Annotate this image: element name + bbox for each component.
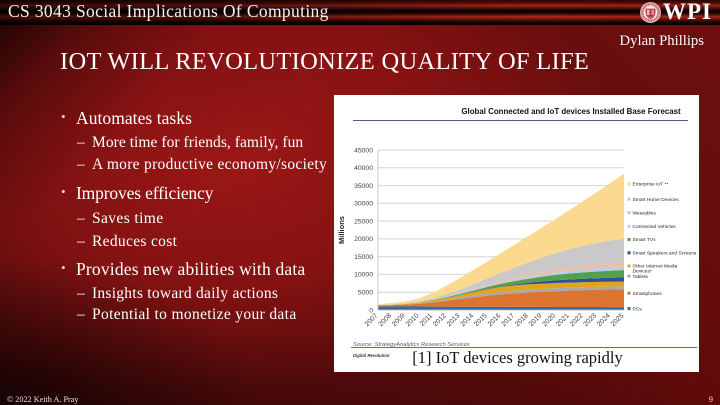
svg-text:15000: 15000 — [354, 254, 373, 261]
svg-text:2020: 2020 — [541, 312, 557, 328]
svg-text:Connected Vehicles: Connected Vehicles — [633, 224, 677, 230]
svg-text:2023: 2023 — [582, 312, 598, 328]
svg-text:40000: 40000 — [354, 165, 373, 172]
svg-text:2009: 2009 — [391, 312, 407, 328]
svg-text:Global Connected and IoT devic: Global Connected and IoT devices Install… — [461, 107, 681, 116]
svg-text:2021: 2021 — [555, 312, 571, 328]
svg-text:2025: 2025 — [610, 312, 626, 328]
svg-text:Smart Speakers and Screens: Smart Speakers and Screens — [633, 251, 697, 257]
svg-text:2014: 2014 — [459, 312, 475, 328]
svg-text:2008: 2008 — [377, 312, 393, 328]
svg-text:10000: 10000 — [354, 272, 373, 279]
svg-text:30000: 30000 — [354, 201, 373, 208]
svg-text:Digital Revolution: Digital Revolution — [353, 353, 390, 358]
svg-text:0: 0 — [369, 307, 373, 314]
svg-text:2010: 2010 — [405, 312, 421, 328]
svg-text:2022: 2022 — [569, 312, 585, 328]
svg-text:2013: 2013 — [446, 312, 462, 328]
svg-text:2015: 2015 — [473, 312, 489, 328]
svg-text:5000: 5000 — [358, 290, 373, 297]
svg-text:2016: 2016 — [487, 312, 503, 328]
svg-text:45000: 45000 — [354, 147, 373, 154]
svg-text:2011: 2011 — [419, 312, 434, 327]
svg-text:Smart TVs: Smart TVs — [633, 237, 657, 243]
svg-text:2018: 2018 — [514, 312, 530, 328]
svg-text:20000: 20000 — [354, 236, 373, 243]
svg-text:Enterprise IoT **: Enterprise IoT ** — [633, 182, 669, 188]
svg-text:Millions: Millions — [337, 216, 346, 244]
svg-text:25000: 25000 — [354, 218, 373, 225]
svg-text:Tablets: Tablets — [633, 274, 649, 280]
svg-text:Source: StrategyAnalytics Rese: Source: StrategyAnalytics Research Servi… — [353, 342, 470, 348]
svg-text:Wearables: Wearables — [633, 210, 657, 216]
svg-text:2012: 2012 — [432, 312, 448, 328]
svg-text:2007: 2007 — [364, 312, 380, 328]
svg-text:2024: 2024 — [596, 312, 612, 328]
svg-text:Other Internet Media: Other Internet Media — [633, 264, 678, 270]
svg-text:Smart Home Devices: Smart Home Devices — [633, 197, 680, 203]
svg-text:35000: 35000 — [354, 183, 373, 190]
svg-text:2017: 2017 — [500, 312, 516, 328]
svg-text:2019: 2019 — [528, 312, 544, 328]
svg-text:PCs: PCs — [633, 306, 643, 312]
svg-text:Devices*: Devices* — [633, 269, 652, 275]
svg-text:Smartphones: Smartphones — [633, 291, 663, 297]
